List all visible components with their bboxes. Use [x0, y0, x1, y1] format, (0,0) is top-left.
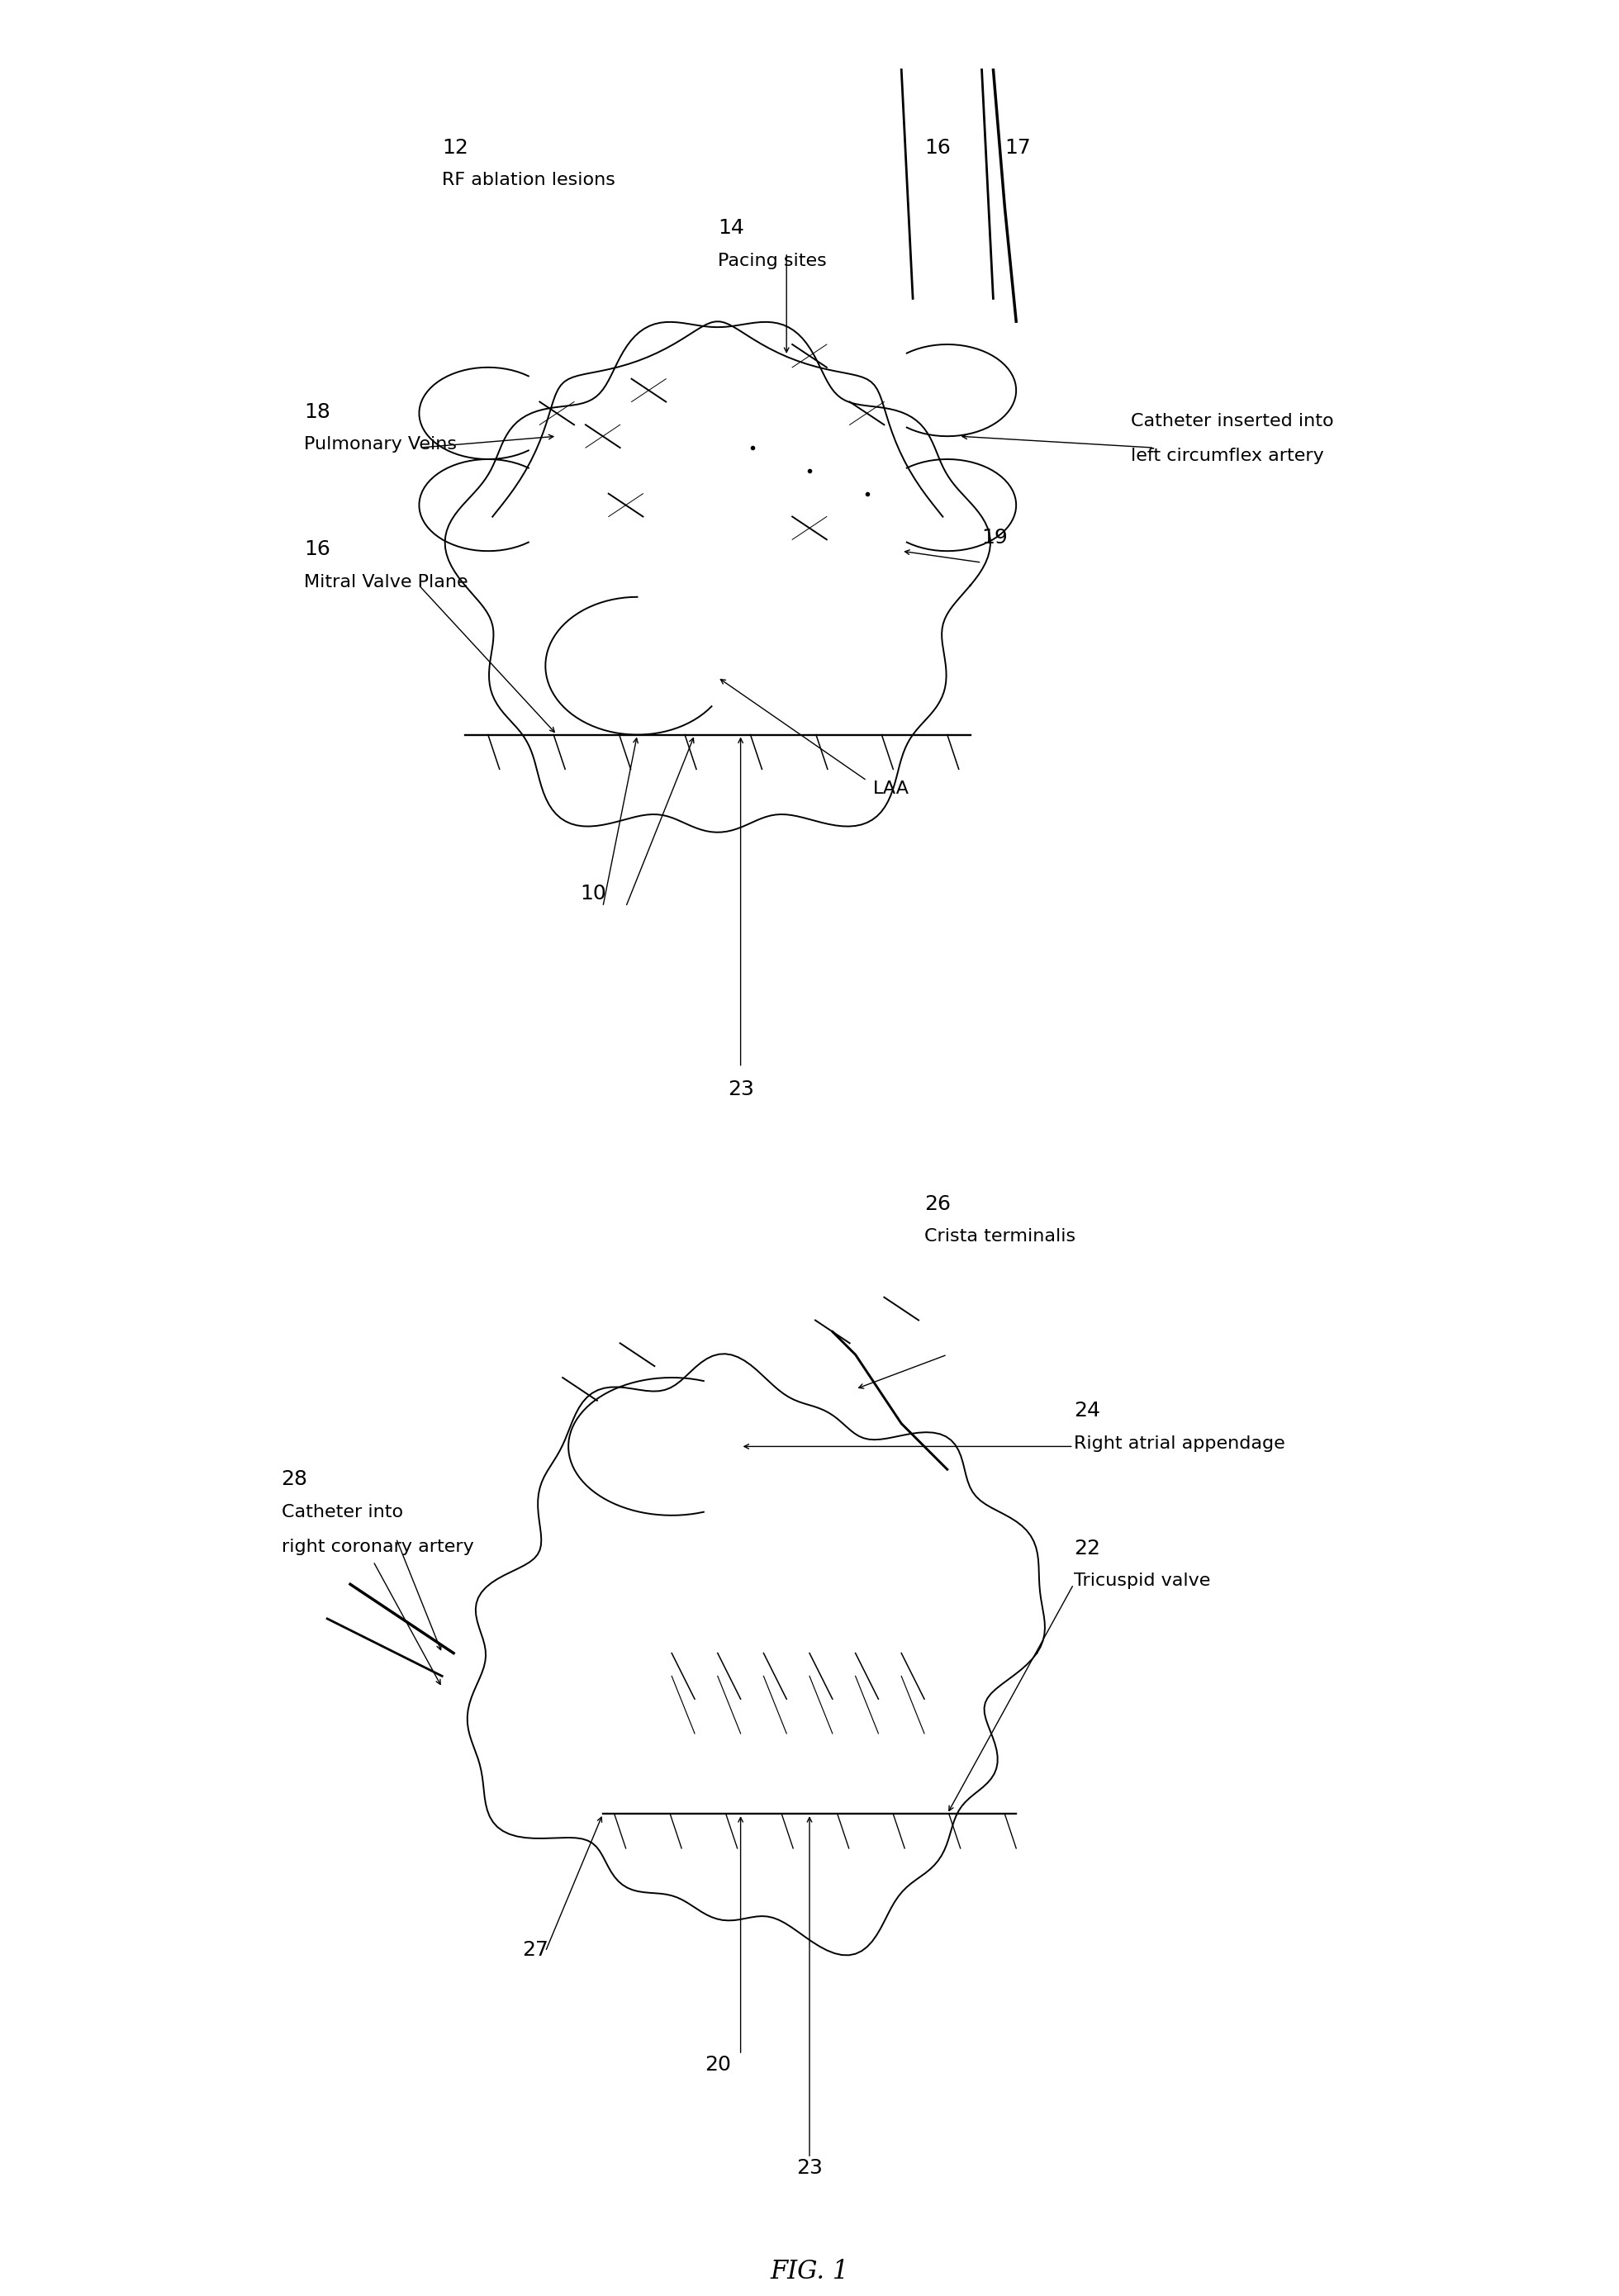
Text: 12: 12 — [442, 138, 468, 158]
Text: 19: 19 — [981, 528, 1009, 549]
Text: 22: 22 — [1073, 1538, 1099, 1559]
Text: 17: 17 — [1005, 138, 1031, 158]
Text: Right atrial appendage: Right atrial appendage — [1073, 1435, 1285, 1451]
Text: 28: 28 — [282, 1469, 308, 1490]
Text: 23: 23 — [727, 1079, 754, 1100]
Text: 10: 10 — [580, 884, 606, 905]
Text: Pulmonary Veins: Pulmonary Veins — [304, 436, 457, 452]
Text: FIG. 1: FIG. 1 — [771, 2259, 848, 2285]
Text: 20: 20 — [704, 2055, 730, 2076]
Text: right coronary artery: right coronary artery — [282, 1538, 474, 1554]
Text: Catheter into: Catheter into — [282, 1504, 403, 1520]
Text: LAA: LAA — [873, 781, 908, 797]
Text: 24: 24 — [1073, 1401, 1099, 1421]
Text: 16: 16 — [924, 138, 950, 158]
Text: Tricuspid valve: Tricuspid valve — [1073, 1573, 1209, 1589]
Text: 27: 27 — [523, 1940, 549, 1961]
Text: 16: 16 — [304, 540, 330, 560]
Text: left circumflex artery: left circumflex artery — [1132, 448, 1324, 464]
Text: 14: 14 — [717, 218, 745, 239]
Text: 26: 26 — [924, 1194, 950, 1215]
Text: Pacing sites: Pacing sites — [717, 253, 826, 269]
Text: RF ablation lesions: RF ablation lesions — [442, 172, 615, 188]
Text: 23: 23 — [797, 2158, 822, 2179]
Text: Mitral Valve Plane: Mitral Valve Plane — [304, 574, 468, 590]
Text: Catheter inserted into: Catheter inserted into — [1132, 413, 1334, 429]
Text: 18: 18 — [304, 402, 330, 422]
Text: Crista terminalis: Crista terminalis — [924, 1228, 1075, 1244]
